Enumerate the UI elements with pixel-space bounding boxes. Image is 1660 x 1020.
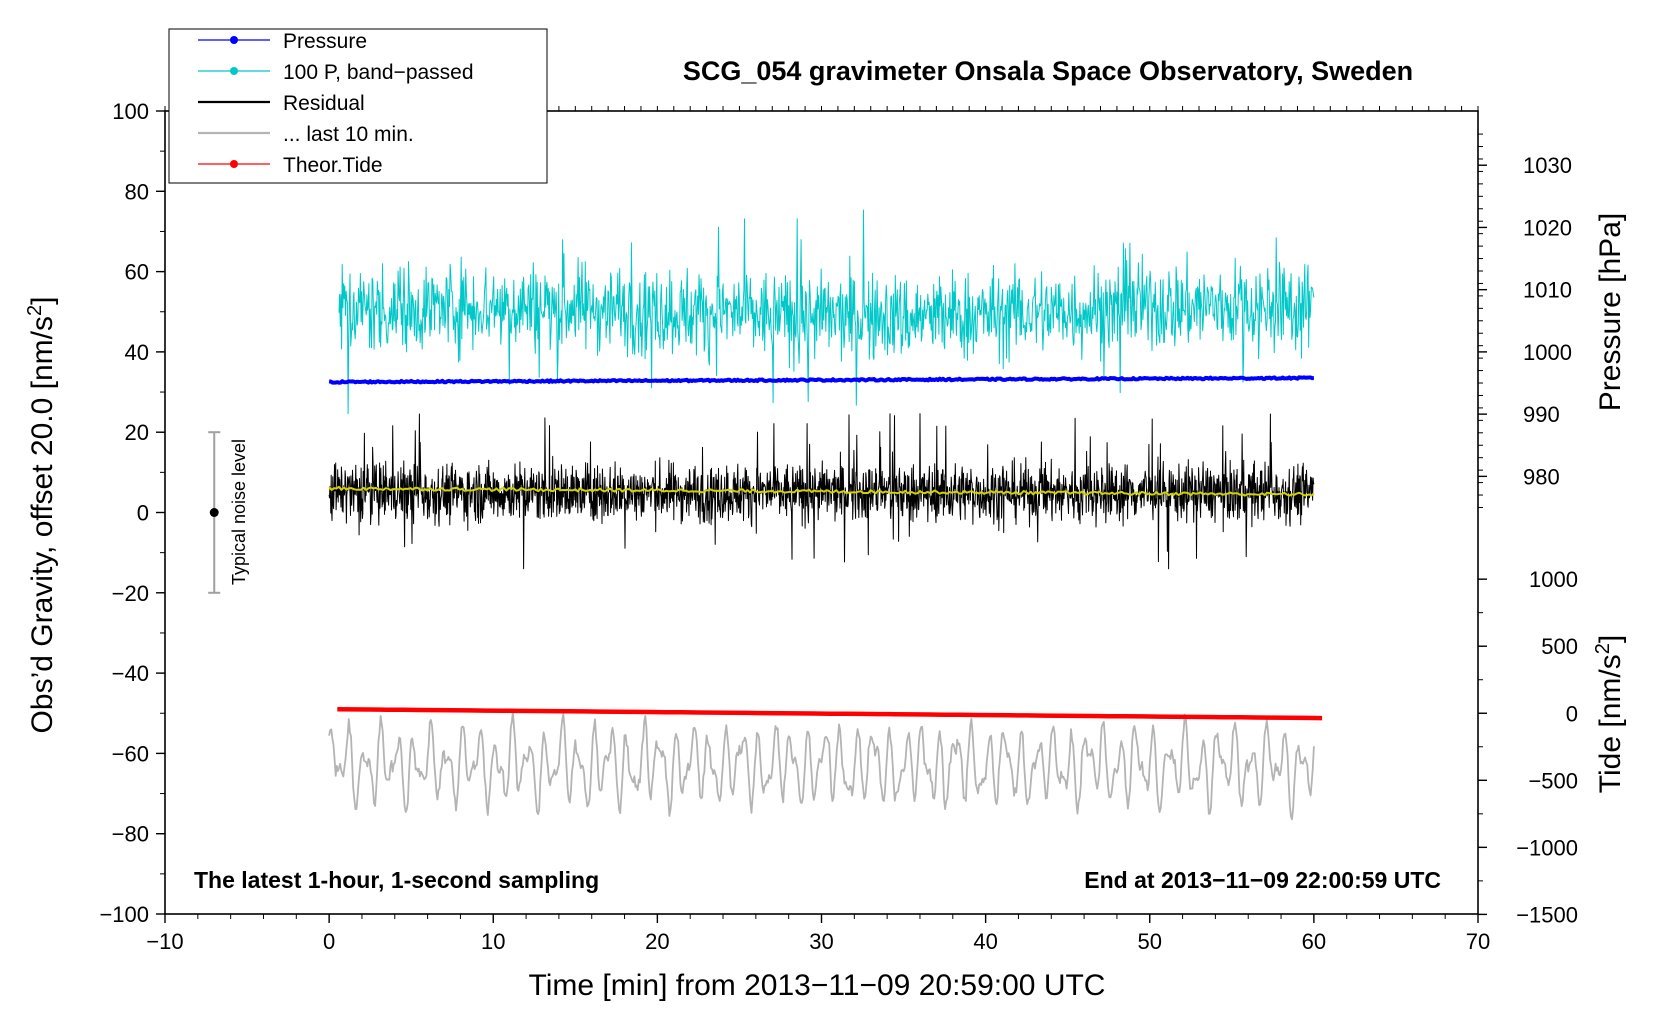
corner-right-note: End at 2013−11−09 22:00:59 UTC bbox=[1084, 867, 1441, 893]
noise-level-label: Typical noise level bbox=[229, 439, 249, 585]
series-pressure bbox=[328, 375, 1315, 385]
y-tick-label: 0 bbox=[137, 501, 149, 526]
tide-tick-label: 500 bbox=[1541, 634, 1578, 659]
legend-label: 100 P, band−passed bbox=[283, 61, 474, 84]
pressure-tick-label: 1000 bbox=[1523, 340, 1572, 365]
pressure-tick-label: 1010 bbox=[1523, 278, 1572, 303]
x-tick-label: 40 bbox=[973, 929, 997, 954]
y-tick-label: 20 bbox=[125, 420, 149, 445]
y-tick-label: −100 bbox=[99, 902, 149, 927]
legend-box bbox=[168, 28, 548, 184]
pressure-tick-label: 990 bbox=[1523, 402, 1560, 427]
x-tick-label: 30 bbox=[809, 929, 833, 954]
chart-title: SCG_054 gravimeter Onsala Space Observat… bbox=[683, 56, 1413, 86]
tide-tick-label: −1500 bbox=[1516, 902, 1578, 927]
x-tick-label: 50 bbox=[1138, 929, 1162, 954]
x-tick-label: 10 bbox=[481, 929, 505, 954]
legend-label: ... last 10 min. bbox=[283, 123, 414, 146]
pressure-tick-label: 980 bbox=[1523, 464, 1560, 489]
x-tick-label: −10 bbox=[146, 929, 183, 954]
y-tick-label: −40 bbox=[112, 661, 149, 686]
series-last-10-min bbox=[328, 710, 1315, 821]
legend-marker bbox=[230, 36, 238, 44]
tide-tick-label: −500 bbox=[1528, 768, 1578, 793]
series-residual bbox=[328, 413, 1315, 570]
pressure-axis-label: Pressure [hPa] bbox=[1594, 213, 1627, 411]
y-tick-label: 40 bbox=[125, 340, 149, 365]
tide-tick-label: −1000 bbox=[1516, 835, 1578, 860]
legend: Pressure 100 P, band−passed Residual ... la… bbox=[168, 28, 548, 184]
x-tick-label: 0 bbox=[323, 929, 335, 954]
pressure-tick-label: 1020 bbox=[1523, 215, 1572, 240]
y-axis-label: Obs’d Gravity, offset 20.0 [nm/s2] bbox=[24, 297, 59, 734]
y-tick-label: −80 bbox=[112, 822, 149, 847]
series-smoothed-residual bbox=[328, 485, 1315, 497]
series-theoretical-tide bbox=[337, 706, 1323, 721]
y-tick-label: −60 bbox=[112, 741, 149, 766]
x-axis-label: Time [min] from 2013−11−09 20:59:00 UTC bbox=[529, 969, 1106, 1002]
legend-marker bbox=[230, 67, 238, 75]
legend-label: Residual bbox=[283, 92, 365, 115]
x-tick-label: 20 bbox=[645, 929, 669, 954]
legend-label: Pressure bbox=[283, 30, 367, 53]
y-tick-label: −20 bbox=[112, 581, 149, 606]
tide-axis-label: Tide [nm/s2] bbox=[1592, 635, 1627, 793]
x-tick-label: 60 bbox=[1302, 929, 1326, 954]
x-tick-label: 70 bbox=[1466, 929, 1490, 954]
legend-label: Theor.Tide bbox=[283, 154, 383, 177]
tide-tick-label: 0 bbox=[1566, 701, 1578, 726]
y-tick-label: 80 bbox=[125, 179, 149, 204]
y-tick-label: 100 bbox=[112, 99, 149, 124]
legend-marker bbox=[230, 160, 238, 168]
y-tick-label: 60 bbox=[125, 260, 149, 285]
pressure-tick-label: 1030 bbox=[1523, 153, 1572, 178]
corner-left-note: The latest 1-hour, 1-second sampling bbox=[194, 867, 599, 893]
tide-tick-label: 1000 bbox=[1529, 567, 1578, 592]
series-band-passed-pressure bbox=[338, 209, 1315, 414]
noise-bar-center-dot bbox=[209, 508, 219, 517]
